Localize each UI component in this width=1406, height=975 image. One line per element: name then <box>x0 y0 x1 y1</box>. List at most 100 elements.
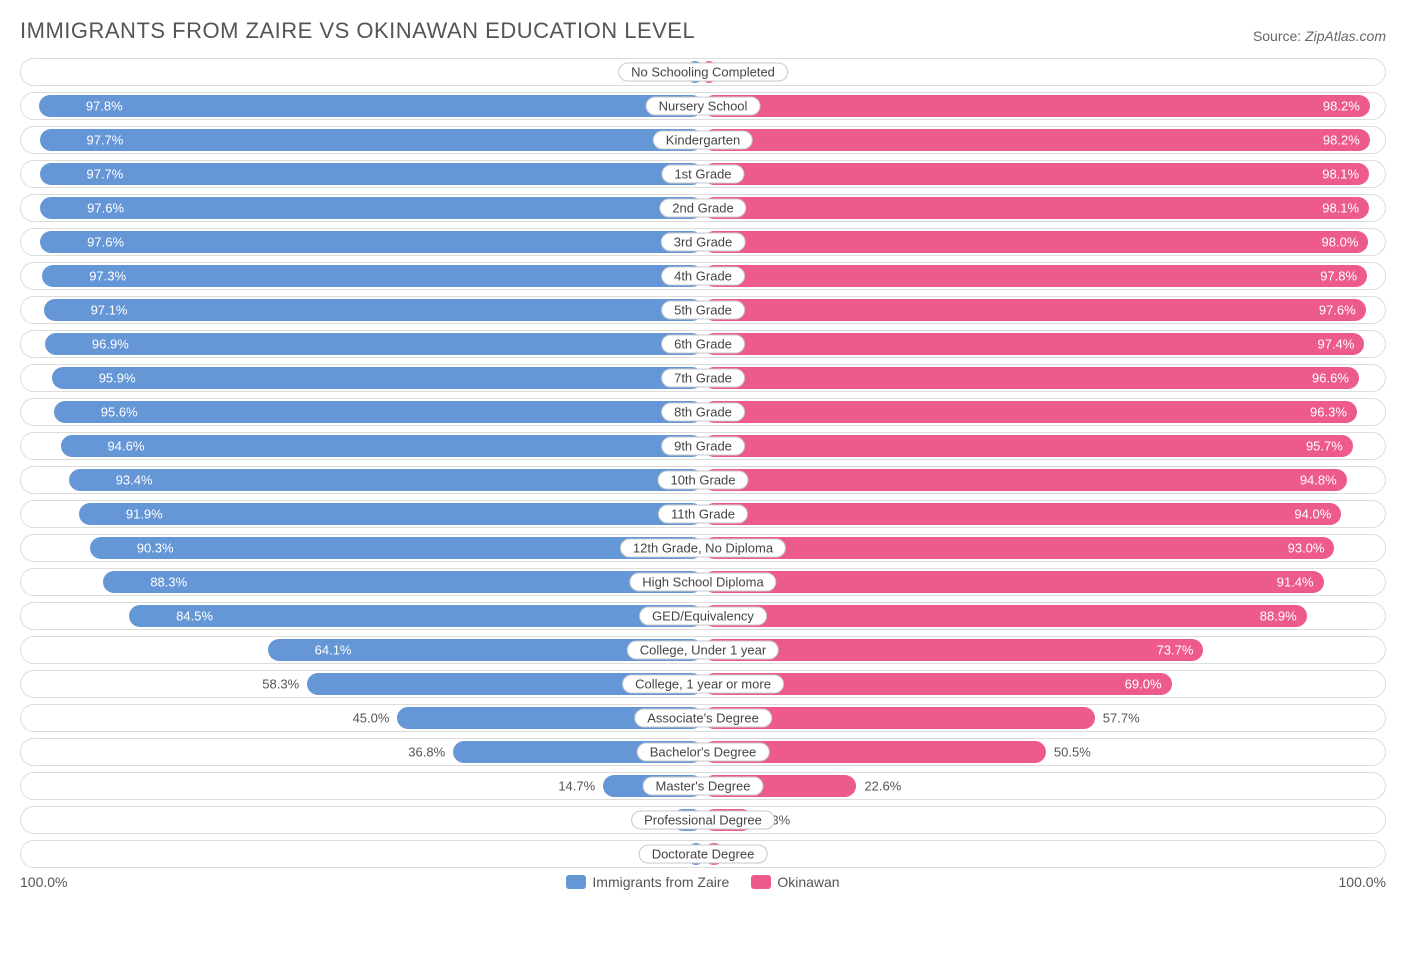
chart-footer: 100.0% Immigrants from Zaire Okinawan 10… <box>20 874 1386 890</box>
bar-left <box>61 435 703 457</box>
category-label: College, Under 1 year <box>627 641 779 660</box>
value-left: 97.6% <box>87 235 124 250</box>
value-left: 45.0% <box>353 711 390 726</box>
chart-row: 97.3% 97.8% 4th Grade <box>20 262 1386 290</box>
bar-right <box>703 367 1359 389</box>
chart-row: 94.6%95.7%9th Grade <box>20 432 1386 460</box>
value-left: 36.8% <box>408 745 445 760</box>
category-label: Nursery School <box>646 97 761 116</box>
chart-row: 36.8%50.5%Bachelor's Degree <box>20 738 1386 766</box>
chart-row: 93.4%94.8%10th Grade <box>20 466 1386 494</box>
value-left: 97.3% <box>89 269 126 284</box>
axis-left-max: 100.0% <box>20 874 67 890</box>
legend-item-right: Okinawan <box>751 874 839 890</box>
value-left: 97.8% <box>86 99 123 114</box>
bar-right <box>703 129 1370 151</box>
category-label: Doctorate Degree <box>639 845 768 864</box>
bar-right <box>703 197 1369 219</box>
chart-header: IMMIGRANTS FROM ZAIRE VS OKINAWAN EDUCAT… <box>20 18 1386 44</box>
value-right: 95.7% <box>1306 439 1343 454</box>
chart-row: 97.1% 97.6% 5th Grade <box>20 296 1386 324</box>
bar-right <box>703 265 1367 287</box>
category-label: 5th Grade <box>661 301 745 320</box>
source-site: ZipAtlas.com <box>1305 28 1386 44</box>
chart-row: 45.0% 57.7% Associate's Degree <box>20 704 1386 732</box>
bar-left <box>52 367 703 389</box>
value-right: 91.4% <box>1277 575 1314 590</box>
bar-left <box>40 129 703 151</box>
value-left: 93.4% <box>116 473 153 488</box>
category-label: Associate's Degree <box>634 709 772 728</box>
value-left: 88.3% <box>150 575 187 590</box>
chart-row: 84.5%88.9%GED/Equivalency <box>20 602 1386 630</box>
diverging-bar-chart: 2.3%1.8%No Schooling Completed 97.8% 98.2%… <box>20 58 1386 868</box>
category-label: Professional Degree <box>631 811 775 830</box>
value-left: 58.3% <box>262 677 299 692</box>
bar-left <box>40 197 703 219</box>
chart-legend: Immigrants from Zaire Okinawan <box>566 874 839 890</box>
bar-right <box>703 299 1366 321</box>
value-left: 95.6% <box>101 405 138 420</box>
chart-row: 2.3%1.8%No Schooling Completed <box>20 58 1386 86</box>
value-left: 91.9% <box>126 507 163 522</box>
category-label: No Schooling Completed <box>618 63 788 82</box>
category-label: 3rd Grade <box>661 233 746 252</box>
chart-title: IMMIGRANTS FROM ZAIRE VS OKINAWAN EDUCAT… <box>20 18 695 44</box>
legend-item-left: Immigrants from Zaire <box>566 874 729 890</box>
value-right: 73.7% <box>1157 643 1194 658</box>
chart-row: 88.3%91.4%High School Diploma <box>20 568 1386 596</box>
bar-right <box>703 503 1341 525</box>
chart-row: 97.6% 98.0% 3rd Grade <box>20 228 1386 256</box>
chart-row: 2.0%3.3%Doctorate Degree <box>20 840 1386 868</box>
bar-left <box>39 95 703 117</box>
category-label: 7th Grade <box>661 369 745 388</box>
chart-row: 64.1% 73.7% College, Under 1 year <box>20 636 1386 664</box>
value-right: 96.3% <box>1310 405 1347 420</box>
category-label: 6th Grade <box>661 335 745 354</box>
value-left: 96.9% <box>92 337 129 352</box>
chart-row: 90.3%93.0%12th Grade, No Diploma <box>20 534 1386 562</box>
value-right: 98.1% <box>1322 167 1359 182</box>
bar-left <box>54 401 703 423</box>
legend-label-left: Immigrants from Zaire <box>592 874 729 890</box>
category-label: Kindergarten <box>653 131 753 150</box>
value-left: 14.7% <box>558 779 595 794</box>
chart-row: 96.9% 97.4% 6th Grade <box>20 330 1386 358</box>
legend-swatch-left <box>566 875 586 889</box>
bar-right <box>703 95 1370 117</box>
value-left: 64.1% <box>315 643 352 658</box>
bar-right <box>703 537 1334 559</box>
value-right: 98.2% <box>1323 99 1360 114</box>
category-label: GED/Equivalency <box>639 607 767 626</box>
bar-right <box>703 469 1347 491</box>
value-right: 98.0% <box>1322 235 1359 250</box>
category-label: 8th Grade <box>661 403 745 422</box>
value-right: 69.0% <box>1125 677 1162 692</box>
category-label: 1st Grade <box>661 165 744 184</box>
value-right: 97.4% <box>1317 337 1354 352</box>
value-right: 57.7% <box>1103 711 1140 726</box>
bar-left <box>42 265 703 287</box>
value-right: 97.6% <box>1319 303 1356 318</box>
value-left: 95.9% <box>99 371 136 386</box>
value-right: 94.0% <box>1294 507 1331 522</box>
legend-swatch-right <box>751 875 771 889</box>
value-left: 97.7% <box>86 167 123 182</box>
value-left: 97.7% <box>86 133 123 148</box>
bar-right <box>703 435 1353 457</box>
value-left: 97.6% <box>87 201 124 216</box>
bar-right <box>703 571 1324 593</box>
bar-left <box>103 571 703 593</box>
chart-source: Source: ZipAtlas.com <box>1253 28 1386 44</box>
value-right: 96.6% <box>1312 371 1349 386</box>
bar-left <box>40 163 703 185</box>
value-right: 88.9% <box>1260 609 1297 624</box>
bar-left <box>79 503 703 525</box>
value-right: 97.8% <box>1320 269 1357 284</box>
category-label: 2nd Grade <box>659 199 746 218</box>
value-right: 98.2% <box>1323 133 1360 148</box>
category-label: 4th Grade <box>661 267 745 286</box>
value-left: 97.1% <box>91 303 128 318</box>
bar-right <box>703 401 1357 423</box>
category-label: 12th Grade, No Diploma <box>620 539 786 558</box>
